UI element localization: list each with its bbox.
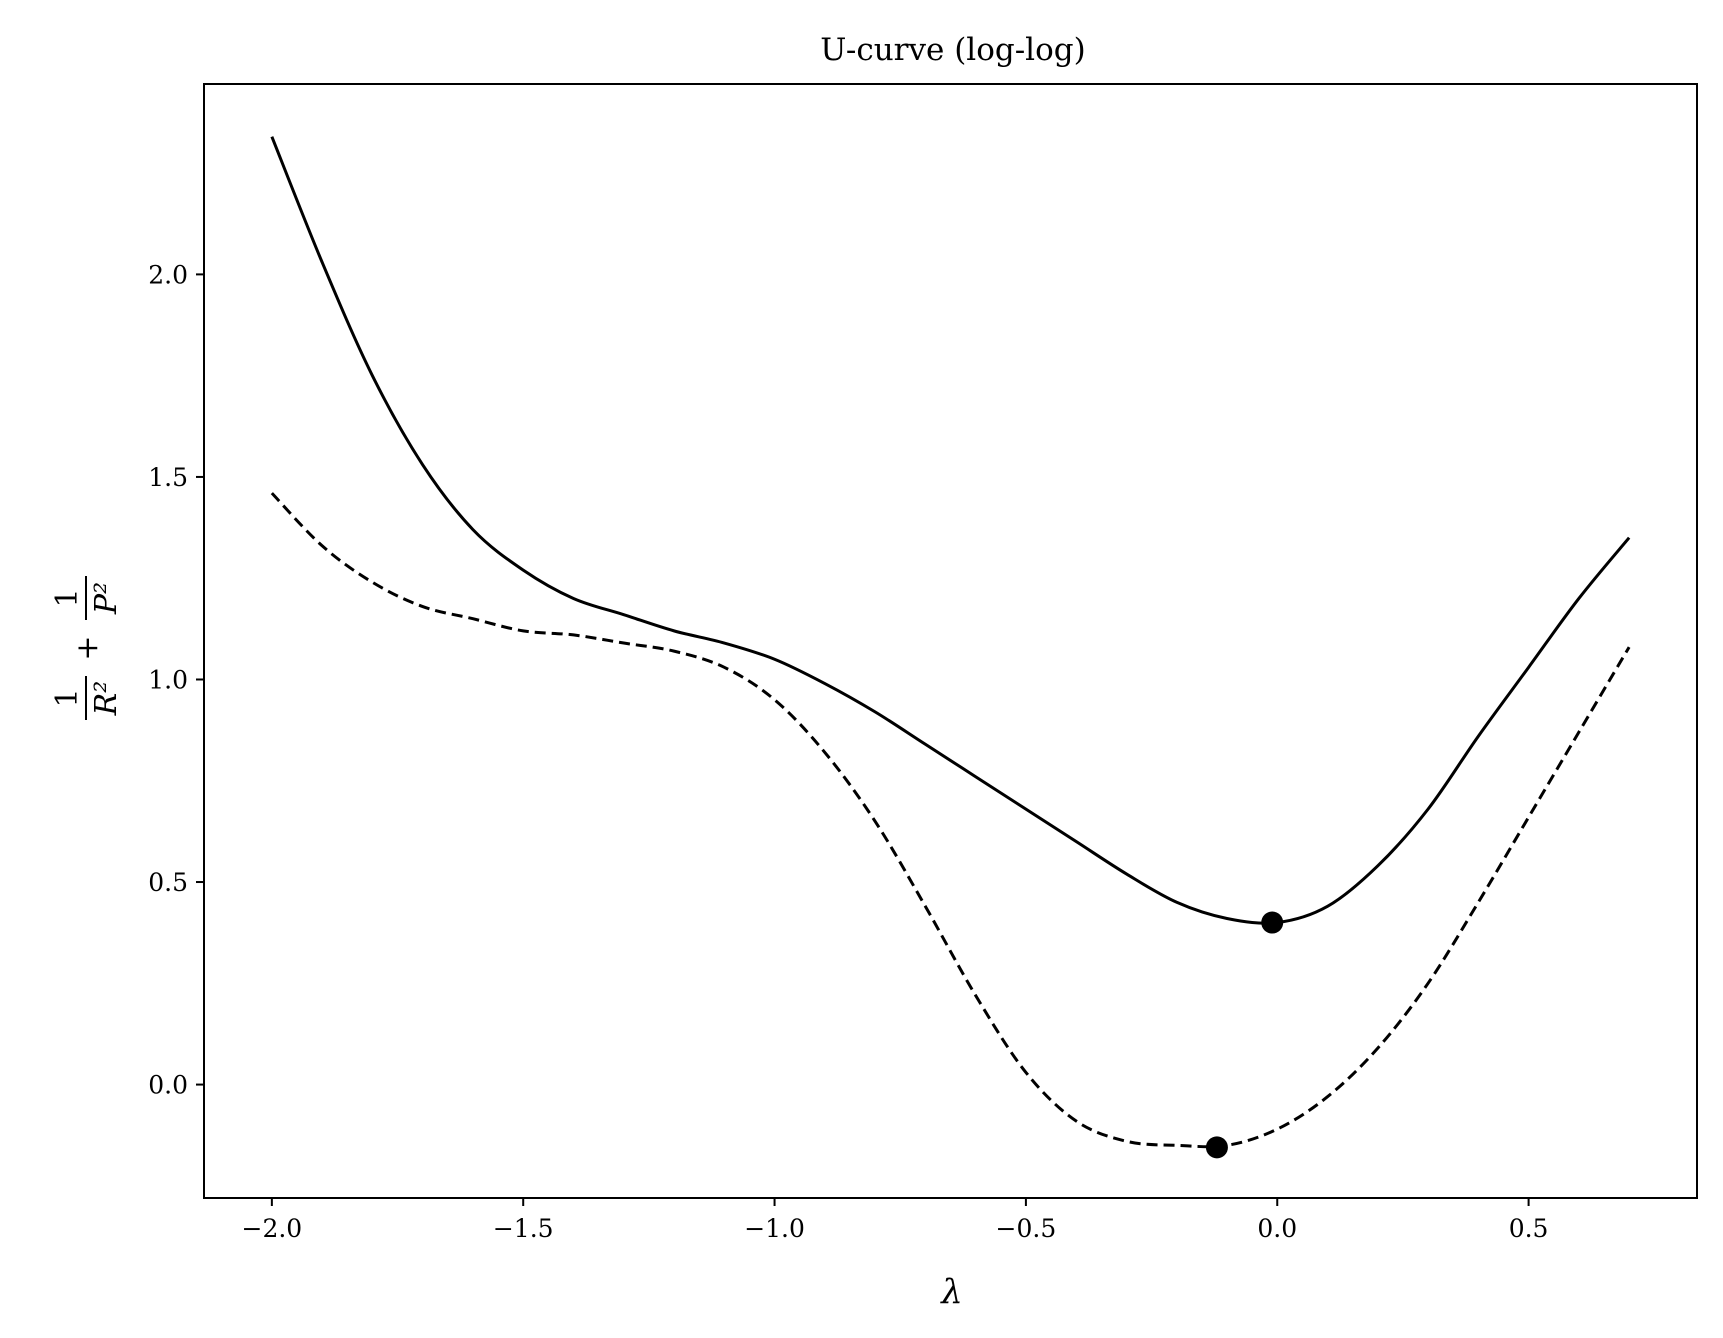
- x-tick-label: −1.5: [493, 1214, 554, 1243]
- axes-frame: [203, 83, 1698, 1199]
- y-label-term2-numerator: 1: [50, 588, 85, 607]
- x-tick-label: −2.0: [242, 1214, 303, 1243]
- x-axis: −2.0 −1.5 −1.0 −0.5 0.0 0.5: [242, 1198, 1549, 1243]
- y-label-plus-sign: +: [70, 635, 105, 660]
- y-tick-label: 0.0: [148, 1071, 188, 1100]
- chart-title: U-curve (log-log): [820, 32, 1085, 68]
- y-label-term2-denominator: P²: [89, 582, 124, 615]
- x-tick-label: 0.0: [1257, 1214, 1297, 1243]
- y-axis-label: 1 R² + 1 P²: [50, 576, 124, 720]
- y-tick-label: 0.5: [148, 868, 188, 897]
- y-tick-label: 2.0: [148, 260, 188, 289]
- y-axis: 0.0 0.5 1.0 1.5 2.0: [148, 260, 204, 1100]
- solid-curve: [270, 136, 1631, 925]
- x-axis-label: λ: [939, 1272, 963, 1312]
- x-tick-label: −1.0: [744, 1214, 805, 1243]
- y-label-term1-denominator: R²: [89, 681, 124, 717]
- y-tick-label: 1.0: [148, 665, 188, 694]
- y-label-term1-numerator: 1: [50, 688, 85, 707]
- x-tick-label: −0.5: [996, 1214, 1057, 1243]
- plot-area: [270, 136, 1631, 1159]
- dashed-curve: [270, 492, 1631, 1149]
- minimum-marker-2: [1205, 1136, 1228, 1159]
- y-tick-label: 1.5: [148, 463, 188, 492]
- minimum-marker-1: [1261, 911, 1284, 934]
- x-tick-label: 0.5: [1509, 1214, 1549, 1243]
